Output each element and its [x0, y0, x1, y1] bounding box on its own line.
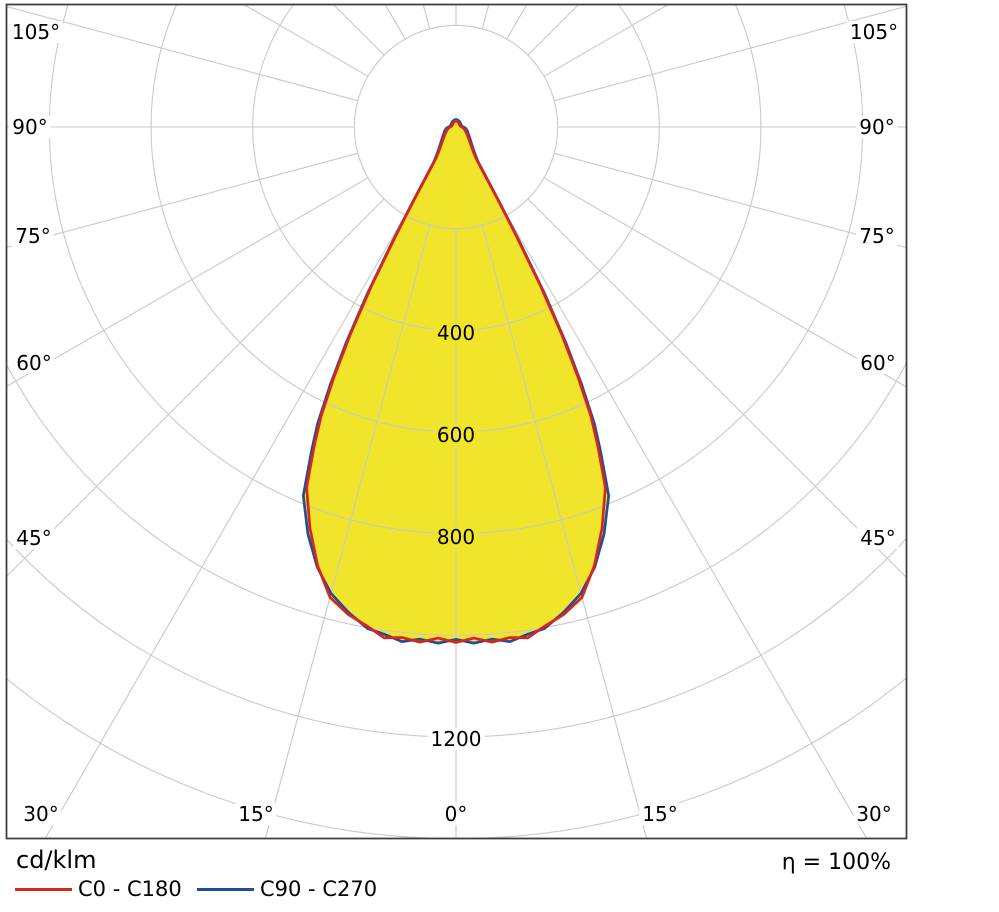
legend: C0 - C180 C90 - C270: [0, 876, 999, 902]
plot-frame: [5, 3, 908, 840]
angle-label: 15°: [639, 803, 681, 825]
angle-label: 45°: [13, 527, 55, 549]
angle-label: 90°: [9, 116, 51, 138]
legend-label-c90-c270: C90 - C270: [260, 877, 378, 901]
angle-label: 15°: [235, 803, 277, 825]
angle-label: 45°: [857, 527, 899, 549]
intensity-curves: [301, 118, 611, 645]
angle-label: 75°: [12, 225, 54, 247]
angle-label: 30°: [853, 803, 895, 825]
angle-label: 0°: [441, 803, 471, 825]
angle-label: 105°: [846, 21, 902, 43]
angle-label: 75°: [856, 225, 898, 247]
angle-label: 90°: [856, 116, 898, 138]
efficiency-label: η = 100%: [781, 850, 891, 875]
legend-line-c90-c270: [197, 888, 254, 891]
legend-line-c0-c180: [15, 888, 72, 891]
unit-label: cd/klm: [16, 846, 97, 874]
legend-label-c0-c180: C0 - C180: [78, 877, 182, 901]
value-label: 600: [433, 424, 479, 446]
value-label: 1200: [427, 728, 485, 750]
angle-label: 105°: [8, 21, 64, 43]
intensity-curve-c0-c180: [305, 119, 607, 644]
angle-label: 30°: [20, 803, 62, 825]
value-label: 800: [433, 526, 479, 548]
value-label: 400: [433, 322, 479, 344]
angle-label: 60°: [857, 352, 899, 374]
angle-label: 60°: [13, 352, 55, 374]
